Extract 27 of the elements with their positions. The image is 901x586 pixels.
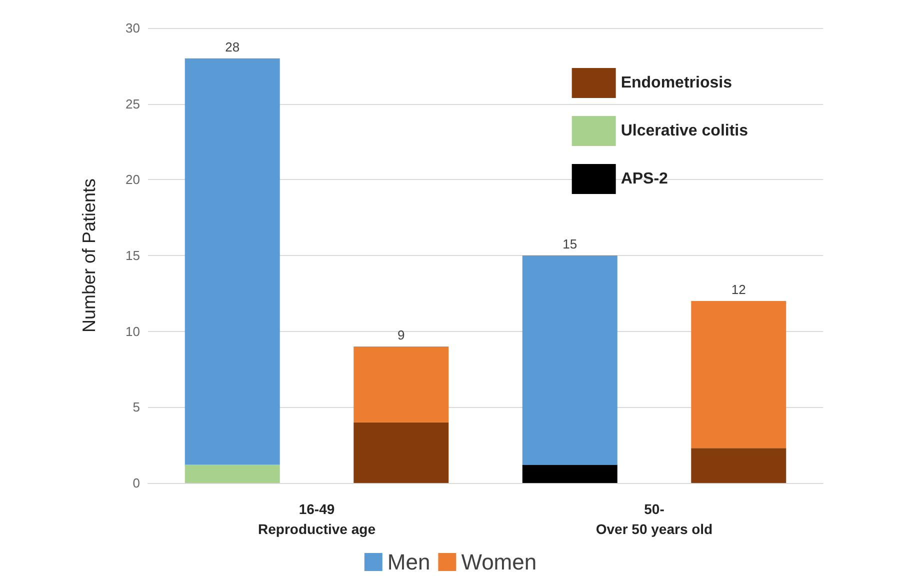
x-tick-label: 50- Over 50 years old	[596, 501, 713, 537]
bar	[691, 301, 786, 448]
total-label: 28	[225, 39, 240, 54]
y-tick-label: 0	[132, 476, 140, 490]
total-label: 15	[562, 236, 578, 252]
legend-label: Women	[461, 550, 537, 574]
bar	[184, 464, 280, 483]
bar	[354, 422, 449, 483]
bar	[522, 256, 618, 465]
total-label: 9	[398, 328, 405, 342]
y-tick-label: 5	[132, 400, 140, 415]
legend-label: Men	[387, 550, 430, 574]
x-tick-label: 16-49 Reproductive age	[258, 501, 376, 537]
bar	[354, 346, 449, 422]
y-axis-title: Number of Patients	[79, 178, 99, 333]
y-tick-label: 10	[126, 324, 140, 339]
y-tick-label: 25	[126, 96, 140, 112]
y-tick-label: 20	[126, 172, 140, 188]
legend-label: APS-2	[620, 170, 668, 188]
y-tick-label: 30	[126, 20, 140, 36]
y-tick-label: 15	[126, 248, 140, 263]
bar	[184, 58, 280, 465]
bar	[691, 448, 786, 483]
legend-label: Endometriosis	[620, 74, 732, 92]
total-label: 12	[731, 282, 746, 297]
legend-label: Ulcerative colitis	[620, 122, 748, 140]
bar	[522, 464, 618, 483]
